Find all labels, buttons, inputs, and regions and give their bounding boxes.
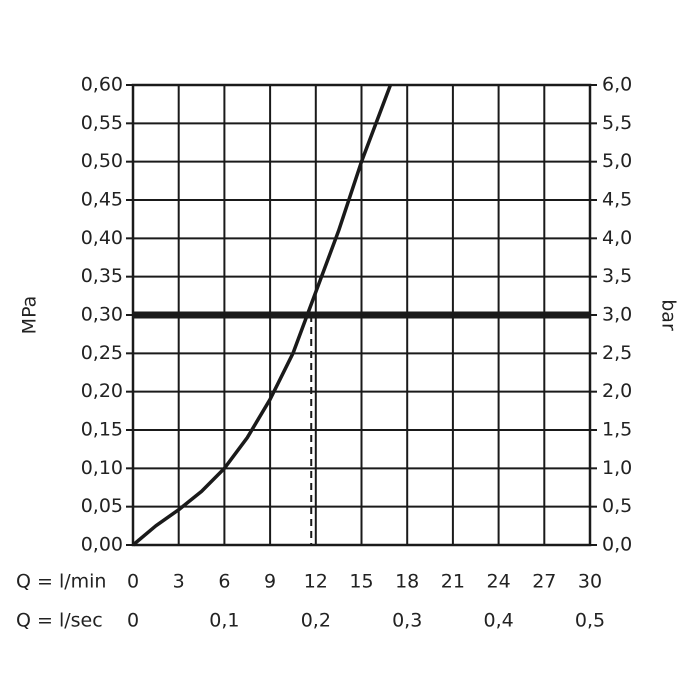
y2-tick-label: 5,5 [602,112,632,134]
y-tick-label: 0,20 [81,380,123,402]
x-tick-label: 15 [349,571,373,593]
x-tick-label: 24 [487,571,511,593]
y2-tick-label: 3,0 [602,304,632,326]
x-axis-label: Q = l/min [16,571,106,593]
x-tick-label: 0 [127,571,139,593]
y-tick-label: 0,05 [81,495,123,517]
x2-axis-label: Q = l/sec [16,610,103,632]
y-tick-label: 0,10 [81,457,123,479]
y2-tick-label: 5,0 [602,150,632,172]
x2-tick-label: 0,1 [209,610,239,632]
y-tick-label: 0,25 [81,342,123,364]
y-tick-label: 0,15 [81,419,123,441]
x-tick-label: 30 [578,571,602,593]
y2-tick-label: 2,0 [602,380,632,402]
y2-tick-label: 2,5 [602,342,632,364]
x2-tick-label: 0,4 [483,610,513,632]
y2-axis-label: bar [658,299,680,331]
x-tick-label: 3 [173,571,185,593]
y2-tick-label: 6,0 [602,74,632,96]
x-tick-label: 6 [218,571,230,593]
x-tick-label: 18 [395,571,419,593]
y2-tick-label: 3,5 [602,265,632,287]
y-tick-label: 0,30 [81,304,123,326]
y-tick-label: 0,60 [81,74,123,96]
x-tick-label: 27 [532,571,556,593]
y-axis-label: MPa [19,296,41,335]
y2-tick-label: 4,0 [602,227,632,249]
y2-tick-label: 0,0 [602,534,632,556]
x2-tick-label: 0,3 [392,610,422,632]
y-tick-label: 0,35 [81,265,123,287]
data-line [131,84,393,547]
x-tick-label: 12 [304,571,328,593]
x2-tick-label: 0 [127,610,139,632]
y-tick-label: 0,55 [81,112,123,134]
y2-tick-label: 0,5 [602,495,632,517]
x2-tick-label: 0,2 [301,610,331,632]
y-tick-label: 0,45 [81,189,123,211]
y-tick-label: 0,00 [81,534,123,556]
y2-tick-label: 4,5 [602,189,632,211]
y-tick-label: 0,50 [81,150,123,172]
y2-tick-label: 1,5 [602,419,632,441]
y2-tick-label: 1,0 [602,457,632,479]
y-tick-label: 0,40 [81,227,123,249]
x-tick-label: 21 [441,571,465,593]
x-tick-label: 9 [264,571,276,593]
x2-tick-label: 0,5 [575,610,605,632]
